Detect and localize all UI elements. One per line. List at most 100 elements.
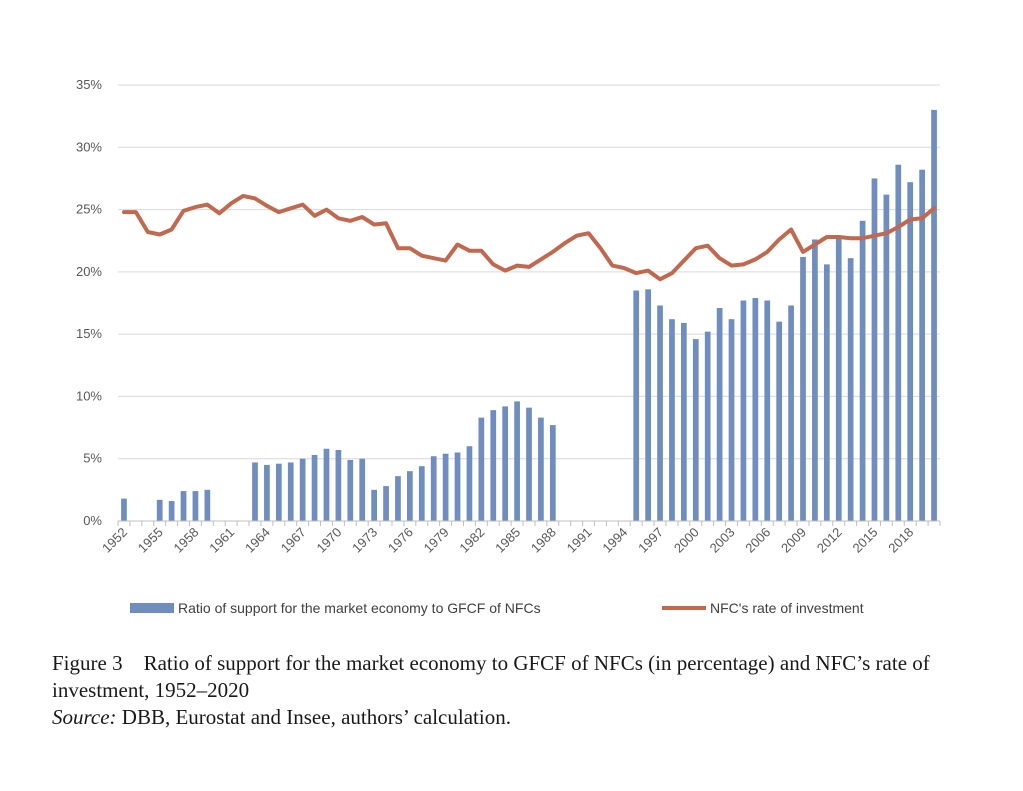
y-tick-label: 10% <box>76 388 102 403</box>
bar-series <box>121 109 937 522</box>
bar <box>275 463 282 521</box>
bar <box>252 462 258 521</box>
x-tick-label: 1991 <box>564 525 595 556</box>
bar <box>633 290 640 521</box>
bar <box>812 239 818 521</box>
bar <box>502 406 509 521</box>
figure-title: Ratio of support for the market economy … <box>52 651 930 702</box>
bar <box>847 258 854 521</box>
x-tick-label: 1985 <box>492 525 523 556</box>
y-tick-label: 35% <box>76 77 102 92</box>
x-tick-label: 2018 <box>885 525 916 556</box>
bar <box>264 464 270 521</box>
bar <box>204 489 211 521</box>
bar <box>395 476 401 521</box>
figure-number: Figure 3 <box>52 651 123 675</box>
bar <box>752 298 759 521</box>
bar <box>180 491 187 521</box>
bar <box>418 466 425 521</box>
bar <box>704 331 711 521</box>
x-tick-label: 1997 <box>635 525 666 556</box>
bar <box>716 307 723 521</box>
bar <box>776 321 783 521</box>
y-tick-label: 25% <box>76 202 102 217</box>
x-tick-label: 1979 <box>421 525 452 556</box>
bar <box>335 449 342 521</box>
bar <box>823 264 830 521</box>
bar <box>299 458 306 521</box>
bar <box>490 410 497 521</box>
bar <box>347 459 354 521</box>
bar <box>740 300 747 521</box>
bar <box>156 499 163 521</box>
bar <box>371 489 377 521</box>
legend: Ratio of support for the market economy … <box>130 600 864 616</box>
bar <box>549 425 556 521</box>
legend-bar-swatch <box>130 603 174 613</box>
bar <box>788 305 794 521</box>
y-tick-label: 30% <box>76 139 102 154</box>
y-axis-ticks: 0% 5% 10% 15% 20% 25% 30% 35% <box>76 77 102 528</box>
x-tick-label: 1994 <box>599 525 630 556</box>
bar <box>669 319 675 521</box>
bar <box>442 453 449 521</box>
x-axis-ticks: 1952 1955 1958 1961 1964 1967 1970 1973 1976 1979… <box>99 525 916 556</box>
bar <box>645 289 651 521</box>
x-tick-label: 1955 <box>135 525 166 556</box>
bar <box>466 446 473 521</box>
bar <box>383 486 389 521</box>
bar <box>895 164 902 521</box>
x-tick-label: 2006 <box>742 525 773 556</box>
x-tick-label: 1958 <box>170 525 201 556</box>
bar <box>859 220 866 522</box>
bar <box>835 238 842 522</box>
bar <box>192 491 199 521</box>
bar <box>931 109 937 522</box>
x-tick-label: 1961 <box>206 525 237 556</box>
figure-caption: Figure 3 Ratio of support for the market… <box>52 650 992 731</box>
bar <box>871 178 878 521</box>
x-tick-label: 2000 <box>671 525 702 556</box>
source-text: DBB, Eurostat and Insee, authors’ calcul… <box>121 705 511 729</box>
bar <box>454 452 461 521</box>
x-tick-label: 1973 <box>349 525 380 556</box>
bar <box>359 458 366 521</box>
bar <box>907 182 914 521</box>
bar <box>311 454 318 521</box>
x-tick-label: 1976 <box>385 525 416 556</box>
bar <box>121 498 127 521</box>
bar <box>407 471 413 521</box>
bar <box>538 417 544 521</box>
bar <box>919 169 925 522</box>
caption-title-line: Figure 3 Ratio of support for the market… <box>52 650 992 704</box>
x-tick-label: 2012 <box>814 525 845 556</box>
x-tick-label: 2009 <box>778 525 809 556</box>
legend-bar-label: Ratio of support for the market economy … <box>178 600 541 616</box>
x-tick-label: 1988 <box>528 525 559 556</box>
legend-line-label: NFC's rate of investment <box>710 600 864 616</box>
source-label: Source: <box>52 705 117 729</box>
gridlines <box>118 84 940 460</box>
bar <box>883 194 890 521</box>
x-tick-label: 1982 <box>456 525 487 556</box>
line-series <box>122 193 936 282</box>
bar <box>478 417 485 521</box>
bar <box>657 305 663 521</box>
y-tick-label: 5% <box>83 451 102 466</box>
bar <box>681 322 687 521</box>
bar <box>800 256 806 521</box>
bar <box>168 501 175 521</box>
bar <box>287 462 294 521</box>
series-line <box>122 193 936 282</box>
bar <box>514 401 520 521</box>
x-tick-label: 2015 <box>850 525 881 556</box>
x-tick-label: 2003 <box>707 525 738 556</box>
bar <box>692 339 699 521</box>
x-tick-label: 1970 <box>313 525 344 556</box>
y-tick-label: 20% <box>76 264 102 279</box>
bar <box>526 407 532 521</box>
y-tick-label: 15% <box>76 326 102 341</box>
caption-source-line: Source: DBB, Eurostat and Insee, authors… <box>52 704 992 731</box>
bar <box>430 456 437 521</box>
y-tick-label: 0% <box>83 513 102 528</box>
